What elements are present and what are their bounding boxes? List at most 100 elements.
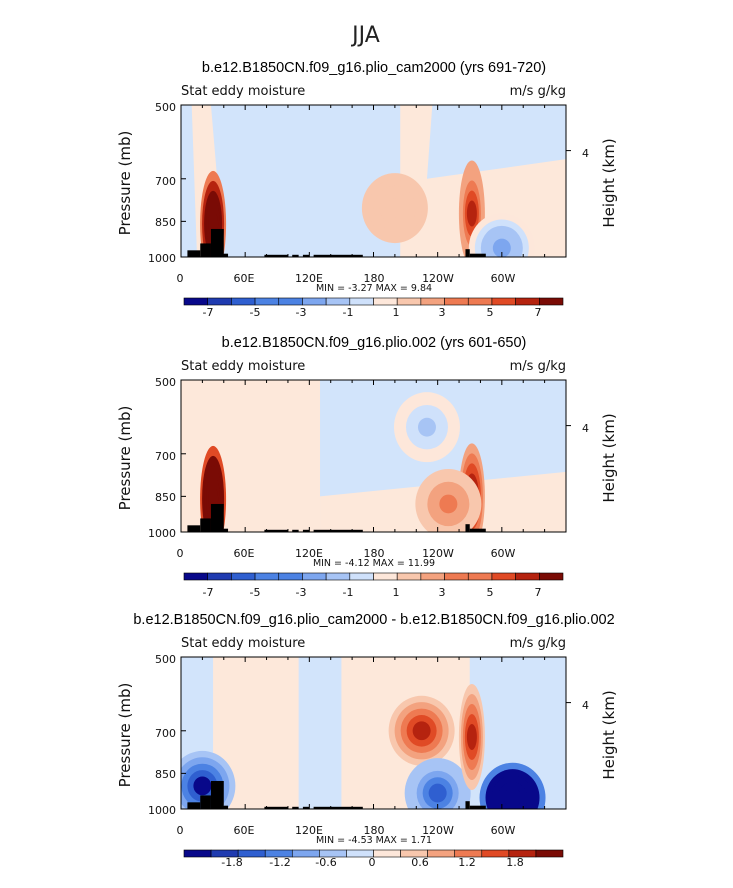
colorbar-swatch bbox=[535, 849, 564, 858]
panel-2-cbar-label-8: 7 bbox=[535, 586, 542, 599]
topography-mask bbox=[313, 529, 363, 532]
colorbar-swatch bbox=[325, 572, 351, 581]
panel-1-xtick-180: 180 bbox=[364, 272, 385, 285]
topography-mask bbox=[210, 228, 224, 257]
panel-1-ytick-500: 500 bbox=[155, 101, 176, 114]
panel-1-ytick-850: 850 bbox=[155, 216, 176, 229]
panel-3-xtick-120e: 120E bbox=[295, 824, 323, 837]
topography-mask bbox=[223, 805, 229, 809]
colorbar-swatch bbox=[491, 572, 516, 581]
panel-2-cbar-label-1: -7 bbox=[203, 586, 214, 599]
panel-2: b.e12.B1850CN.f09_g16.plio.002 (yrs 601-… bbox=[116, 335, 618, 599]
topography-mask bbox=[302, 254, 310, 257]
topography-mask bbox=[200, 518, 211, 532]
topography-mask bbox=[465, 524, 470, 532]
colorbar-swatch bbox=[515, 297, 540, 306]
topography-mask bbox=[469, 805, 486, 809]
panel-1-minmax: MIN = -3.27 MAX = 9.84 bbox=[316, 283, 432, 294]
colorbar-swatch bbox=[491, 297, 516, 306]
colorbar-swatch bbox=[539, 572, 564, 581]
panel-1-cbar-label-4: -1 bbox=[343, 306, 354, 319]
colorbar-swatch bbox=[302, 297, 327, 306]
panel-2-xtick-60e: 60E bbox=[234, 547, 255, 560]
panel-1-cbar-label-2: -5 bbox=[250, 306, 261, 319]
topography-mask bbox=[469, 253, 486, 257]
panel-3-ytick-850: 850 bbox=[155, 768, 176, 781]
colorbar-swatch bbox=[254, 297, 280, 306]
topography-mask bbox=[302, 806, 310, 809]
panel-2-cbar-label-7: 5 bbox=[487, 586, 494, 599]
panel-1-cbar-label-3: -3 bbox=[296, 306, 307, 319]
panel-3-field bbox=[181, 657, 566, 809]
colorbar-swatch bbox=[231, 572, 256, 581]
panel-3-cbar-label-4: 0 bbox=[369, 856, 376, 869]
panel-1: b.e12.B1850CN.f09_g16.plio_cam2000 (yrs … bbox=[116, 60, 618, 319]
contour-feature-3 bbox=[492, 238, 511, 257]
panel-2-left-label: Stat eddy moisture bbox=[181, 359, 305, 374]
topography-mask bbox=[292, 806, 299, 809]
figure-suptitle: JJA bbox=[350, 23, 380, 48]
panel-2-y2label: Height (km) bbox=[600, 413, 618, 502]
colorbar-swatch bbox=[420, 297, 445, 306]
colorbar-swatch bbox=[325, 297, 351, 306]
panel-1-xtick-60e: 60E bbox=[234, 272, 255, 285]
panel-2-xtick-180: 180 bbox=[364, 547, 385, 560]
panel-3-xtick-120w: 120W bbox=[422, 824, 454, 837]
panel-2-cbar-label-3: -3 bbox=[296, 586, 307, 599]
panel-1-cbar-label-8: 7 bbox=[535, 306, 542, 319]
colorbar-swatch bbox=[396, 572, 422, 581]
topography-mask bbox=[187, 250, 201, 257]
topography-mask bbox=[200, 795, 211, 809]
colorbar-swatch bbox=[373, 572, 398, 581]
topography-mask bbox=[292, 254, 299, 257]
panel-3-left-label: Stat eddy moisture bbox=[181, 636, 305, 651]
colorbar-swatch bbox=[349, 572, 374, 581]
panel-3-cbar-label-1: -1.8 bbox=[221, 856, 242, 869]
panel-2-xtick-120e: 120E bbox=[295, 547, 323, 560]
panel-3-ytick-700: 700 bbox=[155, 727, 176, 740]
colorbar-swatch bbox=[183, 849, 212, 858]
topography-mask bbox=[223, 528, 229, 532]
colorbar-swatch bbox=[254, 572, 280, 581]
colorbar-swatch bbox=[278, 297, 303, 306]
panel-1-xtick-120w: 120W bbox=[422, 272, 454, 285]
panel-2-right-label: m/s g/kg bbox=[510, 359, 566, 374]
topography-mask bbox=[223, 253, 229, 257]
colorbar-swatch bbox=[373, 849, 401, 858]
colorbar-swatch bbox=[207, 297, 232, 306]
colorbar-swatch bbox=[231, 297, 256, 306]
panel-3-cbar-label-5: 0.6 bbox=[411, 856, 429, 869]
topography-mask bbox=[465, 249, 470, 257]
contour-feature-4 bbox=[439, 494, 458, 514]
panel-1-cbar-label-6: 3 bbox=[439, 306, 446, 319]
panel-1-left-label: Stat eddy moisture bbox=[181, 84, 305, 99]
colorbar-swatch bbox=[420, 572, 445, 581]
panel-2-plot bbox=[180, 379, 571, 533]
panel-3-right-label: m/s g/kg bbox=[510, 636, 566, 651]
panel-3-cbar-label-6: 1.2 bbox=[458, 856, 476, 869]
topography-mask bbox=[465, 801, 470, 809]
panel-3-ytick-500: 500 bbox=[155, 653, 176, 666]
panel-3-cbar-label-2: -1.2 bbox=[269, 856, 290, 869]
topography-mask bbox=[187, 802, 201, 809]
topography-mask bbox=[313, 254, 363, 257]
contour-feature-5 bbox=[466, 723, 477, 750]
panel-1-cbar-label-5: 1 bbox=[393, 306, 400, 319]
panel-3-plot bbox=[180, 656, 571, 810]
topography-mask bbox=[210, 503, 224, 532]
colorbar-swatch bbox=[444, 572, 469, 581]
contour-feature-2 bbox=[466, 200, 477, 227]
panel-3-title: b.e12.B1850CN.f09_g16.plio_cam2000 - b.e… bbox=[133, 612, 614, 628]
colorbar-swatch bbox=[373, 297, 398, 306]
contour-feature-4 bbox=[385, 198, 404, 218]
panel-2-xtick-120w: 120W bbox=[422, 547, 454, 560]
colorbar-swatch bbox=[278, 572, 303, 581]
colorbar-swatch bbox=[183, 297, 208, 306]
panel-1-title: b.e12.B1850CN.f09_g16.plio_cam2000 (yrs … bbox=[202, 60, 546, 76]
panel-2-title: b.e12.B1850CN.f09_g16.plio.002 (yrs 601-… bbox=[222, 335, 527, 351]
panel-3-y2label: Height (km) bbox=[600, 690, 618, 779]
warm-region bbox=[213, 657, 299, 809]
panel-1-xtick-0: 0 bbox=[177, 272, 184, 285]
panel-3-colorbar bbox=[183, 849, 564, 858]
